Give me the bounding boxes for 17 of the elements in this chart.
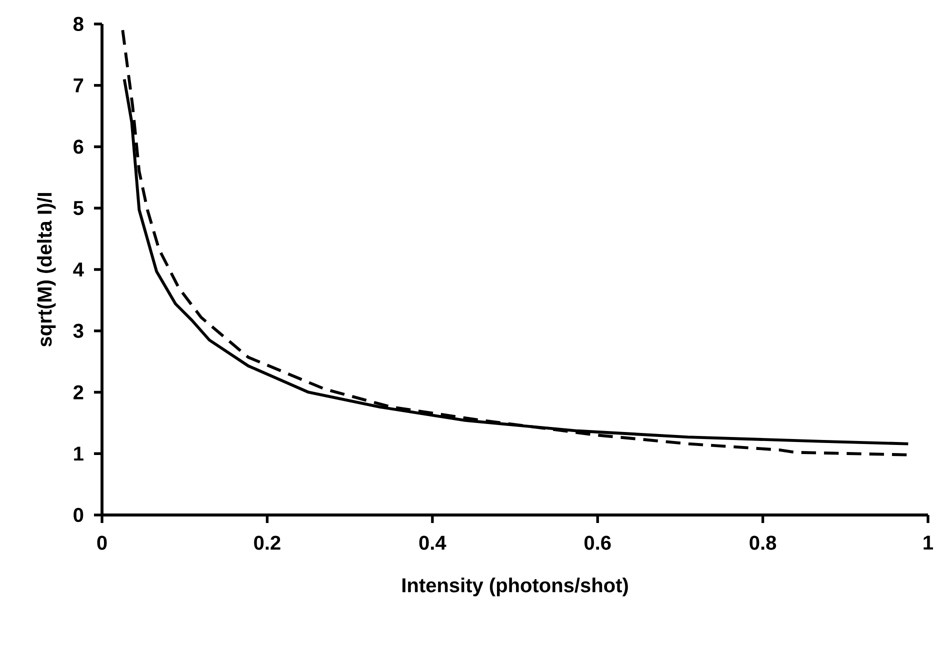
y-tick-label: 4 (73, 262, 84, 276)
y-tick-label: 3 (73, 324, 84, 338)
y-tick-label: 2 (74, 385, 84, 400)
y-tick-label: 5 (73, 201, 84, 216)
y-tick-label: 7 (74, 78, 84, 92)
y-tick-label: 8 (73, 16, 84, 32)
x-tick-label: 1 (924, 536, 934, 550)
x-tick-label: 0.6 (584, 536, 611, 550)
y-tick-label: 1 (74, 446, 84, 460)
x-tick-label: 0.2 (254, 536, 280, 550)
y-tick-label: 0 (74, 508, 84, 522)
x-tick-label: 0 (97, 536, 107, 550)
y-tick-label: 6 (74, 140, 84, 154)
x-axis-title: Intensity (photons/shot) (402, 578, 628, 596)
x-tick-label: 0.8 (750, 536, 776, 550)
x-tick-label: 0.4 (419, 536, 446, 550)
y-axis-title: sqrt(M) (delta I)/I (37, 193, 56, 347)
